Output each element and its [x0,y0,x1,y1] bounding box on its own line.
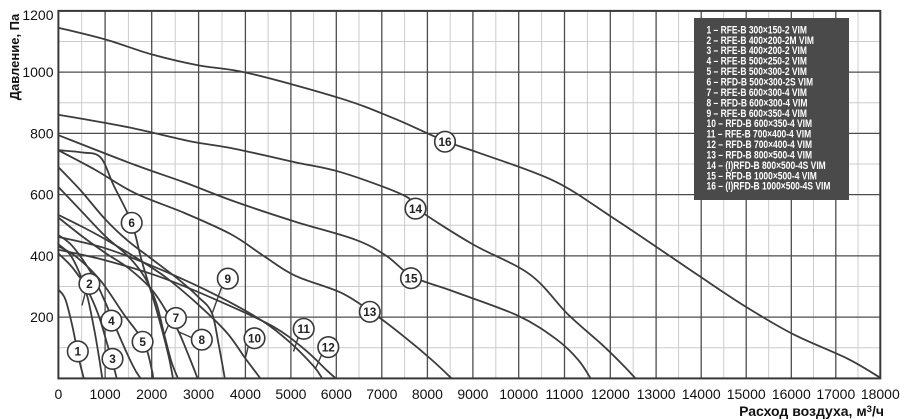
svg-text:11 – RFE-B 700×400-4 VIM: 11 – RFE-B 700×400-4 VIM [707,129,812,141]
svg-text:4 – RFE-B 500×250-2 VIM: 4 – RFE-B 500×250-2 VIM [707,56,807,68]
svg-text:12 – RFD-B 700×400-4 VIM: 12 – RFD-B 700×400-4 VIM [707,139,813,151]
svg-text:Давление, Па: Давление, Па [7,13,22,100]
svg-text:7 – RFE-B 600×300-4 VIM: 7 – RFE-B 600×300-4 VIM [707,87,807,99]
svg-text:1: 1 [75,345,82,359]
svg-text:11000: 11000 [546,386,584,402]
svg-text:400: 400 [30,248,54,264]
svg-text:6 – RFD-B 500×300-2S VIM: 6 – RFD-B 500×300-2S VIM [707,77,814,89]
svg-text:0: 0 [55,386,63,402]
svg-text:2: 2 [86,277,93,291]
svg-text:16 – (I)RFD-B 1000×500-4S VIM: 16 – (I)RFD-B 1000×500-4S VIM [707,181,831,193]
svg-text:5000: 5000 [275,386,306,402]
svg-text:12: 12 [322,340,336,354]
svg-text:9 – RFE-B 600×350-4 VIM: 9 – RFE-B 600×350-4 VIM [707,108,807,120]
svg-text:800: 800 [30,125,54,141]
svg-text:3 – RFE-B 400×200-2 VIM: 3 – RFE-B 400×200-2 VIM [707,45,807,57]
svg-text:14: 14 [409,202,423,216]
svg-text:10: 10 [248,331,262,345]
svg-text:14000: 14000 [682,386,721,402]
svg-text:600: 600 [30,187,54,203]
svg-text:Расход воздуха, м3/ч: Расход воздуха, м3/ч [739,403,884,419]
svg-text:8000: 8000 [412,386,443,402]
svg-text:2 – RFE-B 400×200-2M VIM: 2 – RFE-B 400×200-2M VIM [707,35,814,47]
svg-text:10 – RFD-B 600×350-4 VIM: 10 – RFD-B 600×350-4 VIM [707,118,813,130]
svg-text:5 – RFE-B 500×300-2 VIM: 5 – RFE-B 500×300-2 VIM [707,66,807,78]
svg-text:15000: 15000 [727,386,766,402]
svg-text:18000: 18000 [861,386,900,402]
svg-text:13 – RFD-B 800×500-4 VIM: 13 – RFD-B 800×500-4 VIM [707,150,813,162]
svg-text:1000: 1000 [90,386,121,402]
svg-text:5: 5 [139,335,146,349]
svg-text:9: 9 [225,272,232,286]
svg-text:13000: 13000 [637,386,676,402]
svg-text:8 – RFD-B 600×300-4 VIM: 8 – RFD-B 600×300-4 VIM [707,97,808,109]
svg-text:3000: 3000 [183,386,214,402]
svg-text:6: 6 [128,216,135,230]
svg-text:1 – RFE-B 300×150-2 VIM: 1 – RFE-B 300×150-2 VIM [707,25,807,37]
svg-text:17000: 17000 [816,386,855,402]
svg-text:3: 3 [109,352,116,366]
svg-text:4: 4 [108,314,115,328]
svg-text:15 – RFD-B 1000×500-4 VIM: 15 – RFD-B 1000×500-4 VIM [707,170,817,182]
svg-text:15: 15 [404,271,418,285]
svg-text:8: 8 [199,333,206,347]
svg-text:6000: 6000 [321,386,352,402]
svg-text:14 – (I)RFD-B 800×500-4S VIM: 14 – (I)RFD-B 800×500-4S VIM [707,160,826,172]
svg-text:16: 16 [438,135,452,149]
svg-text:4000: 4000 [230,386,261,402]
svg-text:16000: 16000 [772,386,811,402]
svg-text:9000: 9000 [457,386,488,402]
svg-text:7000: 7000 [366,386,397,402]
svg-text:7: 7 [173,311,180,325]
svg-text:10000: 10000 [499,386,538,402]
svg-text:1200: 1200 [22,7,53,23]
svg-text:12000: 12000 [591,386,630,402]
svg-text:11: 11 [297,322,310,336]
svg-text:200: 200 [30,309,54,325]
svg-text:13: 13 [363,305,377,319]
svg-text:2000: 2000 [136,386,167,402]
svg-text:1000: 1000 [22,64,53,80]
